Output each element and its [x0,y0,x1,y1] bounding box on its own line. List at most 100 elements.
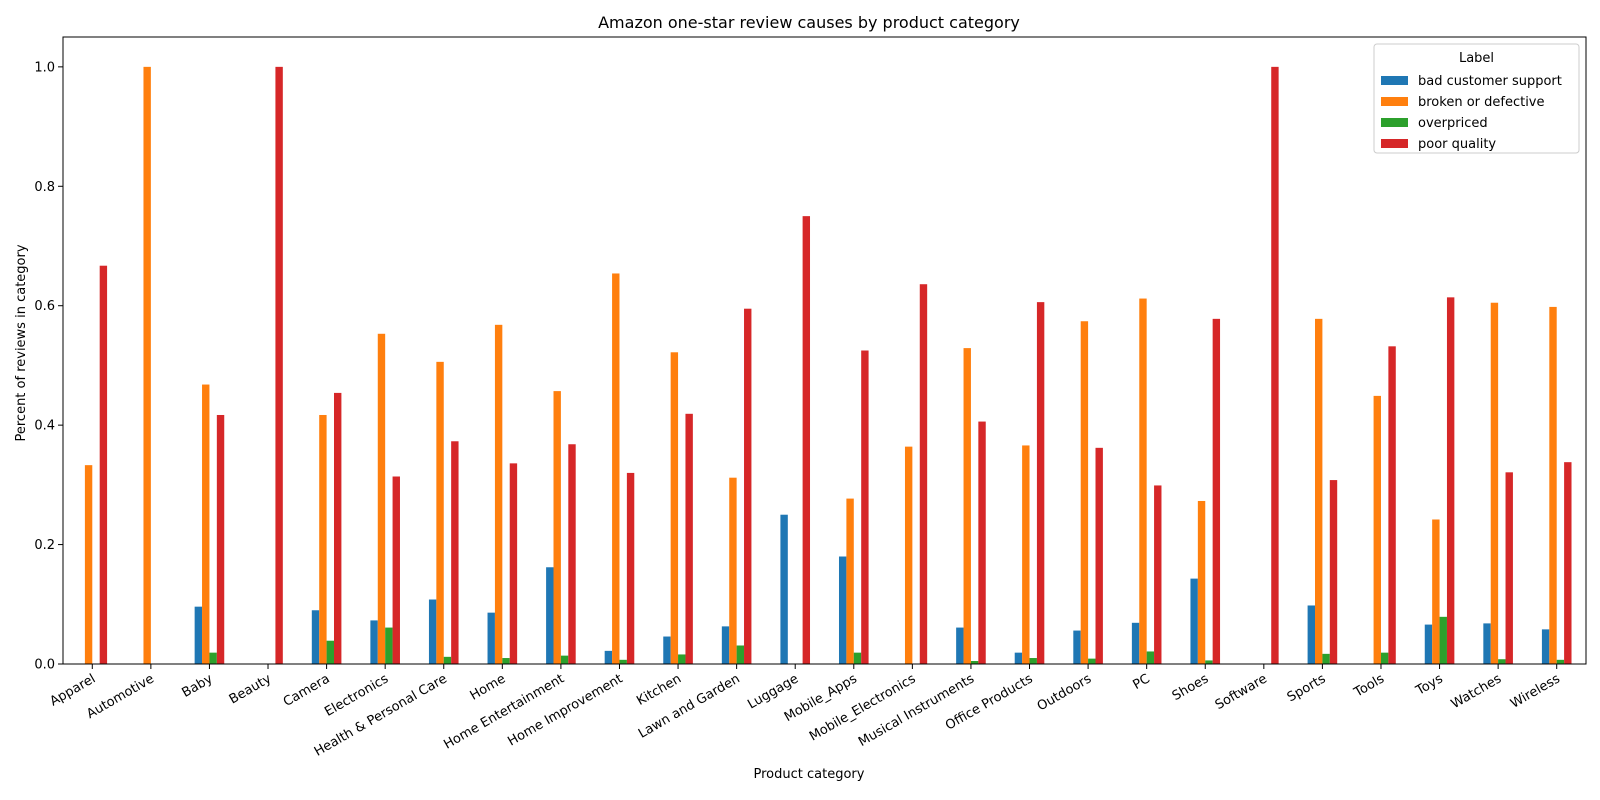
bar-4-9 [568,444,576,664]
legend-label-3: overpriced [1418,116,1488,131]
bar-3-6 [385,627,393,664]
bar-4-18 [1095,447,1103,664]
bar-3-20 [1205,660,1213,664]
bar-2-3 [202,384,210,664]
bar-4-7 [451,441,459,664]
x-axis-title: Product category [754,767,865,782]
legend-swatch-4 [1381,139,1408,148]
legend: Label bad customer support broken or defec… [1373,43,1580,154]
bar-3-18 [1088,658,1096,664]
bar-4-17 [1036,302,1045,664]
bar-2-23 [1373,395,1381,664]
bar-4-19 [1154,485,1162,664]
bar-3-9 [560,655,569,664]
bar-3-3 [209,652,217,664]
y-tick-label: 0.0 [34,658,55,673]
bar-4-22 [1329,480,1338,664]
x-tick-label: Tools [1351,671,1387,701]
x-tick-label: Lawn and Garden [636,671,743,741]
x-tick-label: Apparel [47,671,98,709]
y-axis-title: Percent of reviews in category [14,244,29,441]
bar-2-11 [670,352,679,664]
legend-box [1373,43,1580,154]
bar-1-16 [956,627,964,664]
bar-2-10 [612,273,620,664]
bar-3-25 [1498,659,1506,664]
bar-2-16 [963,348,971,664]
x-tick-label: Software [1213,671,1270,713]
bar-4-4 [275,66,283,665]
x-tick-label: Kitchen [634,671,684,708]
bar-2-2 [143,66,151,665]
bar-2-14 [846,498,854,664]
bar-4-6 [392,476,400,664]
bar-4-5 [334,392,342,664]
bar-1-9 [546,567,554,664]
bar-2-24 [1432,519,1440,664]
bar-1-10 [604,650,613,664]
bar-1-3 [194,606,203,664]
bar-2-6 [377,333,386,664]
bar-1-8 [487,612,495,664]
bar-3-22 [1322,653,1330,664]
bar-4-8 [509,463,518,664]
y-tick-label: 0.6 [34,299,55,314]
y-tick-label: 0.2 [34,538,55,553]
bar-2-17 [1022,445,1030,664]
bar-3-19 [1146,651,1155,664]
bar-4-11 [685,413,693,664]
bar-1-19 [1131,622,1140,664]
x-tick-label: Wireless [1508,671,1563,711]
legend-swatch-2 [1381,97,1408,106]
bar-4-15 [919,284,928,664]
bar-1-6 [370,620,378,664]
x-tick-label: Camera [281,671,333,710]
bar-4-3 [216,414,225,664]
bar-4-13 [802,216,811,664]
bar-1-5 [311,610,320,664]
bar-2-22 [1315,318,1323,664]
bar-1-14 [838,556,847,664]
bar-3-11 [678,654,686,664]
bar-3-23 [1380,652,1389,664]
x-tick-label: Home [468,671,509,703]
bar-3-16 [970,661,979,664]
x-tick-label: Sports [1285,671,1329,705]
bar-2-5 [319,414,327,664]
bar-3-17 [1029,658,1037,664]
legend-label-1: bad customer support [1418,74,1562,89]
bar-2-25 [1490,302,1499,664]
plot-area [84,66,1572,665]
bar-1-13 [780,514,788,664]
bar-1-26 [1541,629,1550,664]
chart-title: Amazon one-star review causes by product… [598,13,1020,32]
y-tick-label: 0.4 [34,419,55,434]
bar-4-21 [1271,66,1279,665]
bar-3-14 [853,652,862,664]
bar-2-20 [1197,500,1206,664]
x-tick-label: Outdoors [1035,671,1095,714]
bar-2-26 [1549,306,1557,664]
bar-1-22 [1307,605,1315,664]
bar-4-10 [626,472,635,664]
bar-1-17 [1014,652,1023,664]
bar-1-11 [663,636,671,664]
bar-2-9 [553,391,561,664]
plot-frame [62,36,1587,665]
x-tick-label: Toys [1413,671,1446,699]
bar-2-7 [436,361,444,664]
bar-3-12 [736,645,745,664]
legend-swatch-1 [1381,76,1408,85]
bar-4-1 [99,265,108,664]
bar-1-25 [1483,623,1491,664]
bar-4-23 [1388,346,1396,664]
bar-4-26 [1564,462,1572,664]
bar-3-26 [1556,659,1565,664]
bar-4-25 [1505,472,1513,664]
bar-4-12 [744,308,752,664]
bar-3-5 [326,640,334,664]
bar-3-7 [443,656,452,664]
bar-2-15 [904,446,913,664]
x-tick-label: PC [1131,671,1153,692]
